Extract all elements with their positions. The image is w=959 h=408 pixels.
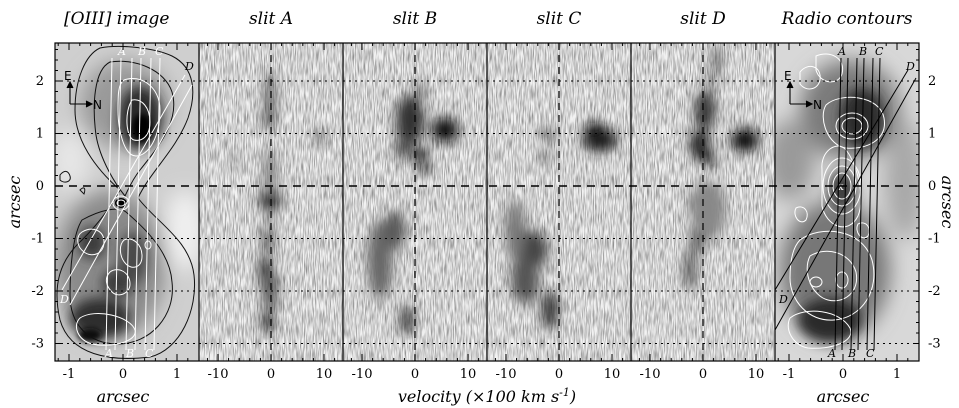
panel-title-radio: Radio contours [781, 9, 913, 29]
x-tick-label-arcsec: 0 [839, 367, 847, 382]
radio-slit-label-a-top: A [837, 45, 846, 58]
panel-title-slit-b: slit B [393, 9, 437, 29]
y-tick-label-right: 0 [928, 179, 936, 194]
y-tick-label-right: -1 [928, 232, 941, 247]
x-tick-label-velocity: 10 [460, 367, 477, 382]
x-tick-label-velocity: 10 [604, 367, 621, 382]
slit-label-b-top: B [137, 45, 146, 58]
y-tick-label-right: -3 [928, 337, 941, 352]
x-axis-label-velocity: velocity (×100 km s-1) [398, 386, 576, 406]
x-tick-label-velocity: -10 [640, 367, 661, 382]
radio-slit-label-d-bottom: D [778, 293, 788, 306]
x-tick-label-velocity: 10 [748, 367, 765, 382]
x-tick-label-velocity: 0 [267, 367, 275, 382]
y-tick-label-right: -2 [928, 284, 941, 299]
radio-slit-label-b-top: B [858, 45, 867, 58]
x-axis-label-velocity-text: velocity (×100 km s [398, 387, 559, 406]
radio-core-marker: x [838, 182, 844, 193]
y-tick-label-right: 2 [928, 74, 936, 89]
radio-compass-east: E [784, 69, 792, 83]
compass-north: N [93, 98, 102, 112]
radio-slit-label-a-bottom: A [827, 347, 836, 360]
y-tick-label-left: 1 [36, 127, 44, 142]
x-tick-label-velocity: 0 [555, 367, 563, 382]
radio-compass-north: N [813, 98, 822, 112]
slit-label-c-top: C [155, 45, 164, 58]
x-axis-label-radio: arcsec [817, 387, 870, 406]
y-tick-label-left: 0 [36, 179, 44, 194]
radio-slit-lines [775, 57, 917, 351]
panel-slit-b-emission [368, 82, 459, 334]
y-tick-label-left: 2 [36, 74, 44, 89]
x-tick-label-arcsec: 1 [173, 367, 181, 382]
x-tick-label-arcsec: 1 [893, 367, 901, 382]
slit-label-d-top: D [184, 60, 194, 73]
slit-label-d-bottom: D [59, 293, 69, 306]
x-tick-label-velocity: -10 [208, 367, 229, 382]
radio-slit-label-c-bottom: C [866, 347, 875, 360]
x-tick-label-velocity: 0 [699, 367, 707, 382]
panel-title-slit-c: slit C [537, 9, 582, 29]
y-axis-label-left: arcsec [5, 176, 24, 229]
panel-title-slit-d: slit D [680, 9, 726, 29]
radio-slit-label-d-top: D [905, 60, 915, 73]
y-axis-label-right: arcsec [938, 176, 957, 229]
panel-oiii-image: A B C D D A B C E N [55, 43, 199, 361]
radio-slit-label-b-bottom: B [847, 347, 856, 360]
y-tick-label-left: -3 [31, 337, 44, 352]
y-tick-label-left: -2 [31, 284, 44, 299]
slit-label-a-bottom: A [104, 347, 113, 360]
y-tick-label-right: 1 [928, 127, 936, 142]
x-tick-label-velocity: 10 [316, 367, 333, 382]
x-tick-label-velocity: -10 [352, 367, 373, 382]
slit-overlay-lines [61, 57, 193, 351]
panel-title-oiii: [OIII] image [64, 9, 169, 29]
x-tick-label-arcsec: 0 [119, 367, 127, 382]
panel-radio-contours: x A B C D D A B C E N [775, 43, 919, 361]
axis-ticks: 2 21 10 0-1 -1-2 -2-3 -3-1 0 1 -1 0 1-10 0 10 -10 0 10 -1… [31, 43, 941, 382]
slit-label-b-bottom: B [125, 347, 134, 360]
x-tick-label-velocity: 0 [411, 367, 419, 382]
compass-arrows [66, 80, 94, 108]
panel-title-slit-a: slit A [249, 9, 293, 29]
x-tick-label-arcsec: -1 [783, 367, 796, 382]
x-tick-label-velocity: -10 [496, 367, 517, 382]
panel-slit-a-emission [232, 70, 324, 334]
x-axis-label-image: arcsec [97, 387, 150, 406]
x-axis-label-velocity-exponent: -1 [559, 386, 570, 399]
y-tick-label-left: -1 [31, 232, 44, 247]
panel-frames [54, 42, 920, 362]
x-tick-label-arcsec: -1 [63, 367, 76, 382]
compass-east: E [64, 69, 72, 83]
slit-label-c-bottom: C [145, 347, 154, 360]
radio-compass-arrows [786, 80, 814, 108]
slit-label-a-top: A [117, 45, 126, 58]
x-axis-label-velocity-close: ) [569, 387, 576, 406]
radio-slit-label-c-top: C [875, 45, 884, 58]
